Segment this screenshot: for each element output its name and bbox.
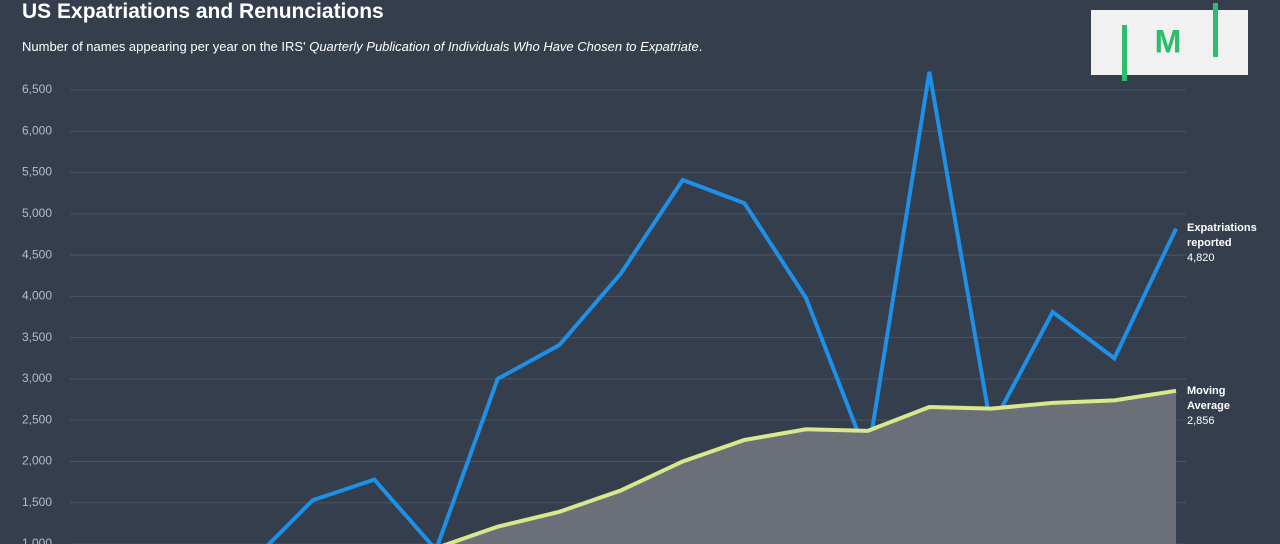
y-tick-label: 2,000 xyxy=(22,454,52,468)
logo: M xyxy=(1091,3,1248,81)
series-label: Expatriations reported 4,820 xyxy=(1187,221,1277,266)
series-line xyxy=(441,388,1177,544)
subtitle-text: . xyxy=(698,39,703,54)
y-tick-label: 4,500 xyxy=(22,247,52,261)
series-line xyxy=(266,71,1178,544)
end-value: 2,856 xyxy=(1187,415,1215,427)
y-tick-label: 1,000 xyxy=(22,536,52,544)
logo-bar xyxy=(1213,3,1218,57)
series-name: Expatriations reported xyxy=(1187,222,1257,249)
area xyxy=(436,390,1177,544)
y-tick-label: 5,500 xyxy=(22,165,52,179)
y-tick-label: 2,500 xyxy=(22,412,52,426)
logo-text: M xyxy=(1155,23,1182,59)
end-value: 4,820 xyxy=(1187,252,1215,264)
y-tick-label: 3,500 xyxy=(22,330,52,344)
y-tick-label: 6,500 xyxy=(22,82,52,96)
chart-subtitle: Number of names appearing per year on th… xyxy=(22,39,702,54)
y-tick-label: 6,000 xyxy=(22,123,52,137)
grid: 1,000 1,500 2,000 2,500 3,000 3,500 4,000 4,500… xyxy=(22,82,1186,544)
y-tick-label: 3,000 xyxy=(22,371,52,385)
y-tick-label: 1,500 xyxy=(22,495,52,509)
chart-title: US Expatriations and Renunciations xyxy=(22,0,384,23)
series-name: Moving Average xyxy=(1187,385,1231,412)
subtitle-italic: Quarterly Publication of Individuals Who… xyxy=(309,39,699,54)
y-tick-label: 5,000 xyxy=(22,206,52,220)
subtitle-text: Number of names appearing per year on th… xyxy=(22,39,310,54)
logo-box xyxy=(1091,10,1248,75)
logo-bar xyxy=(1122,25,1127,81)
y-tick-label: 4,000 xyxy=(22,289,52,303)
series-label: Moving Average 2,856 xyxy=(1187,384,1242,429)
plot xyxy=(266,71,1178,544)
